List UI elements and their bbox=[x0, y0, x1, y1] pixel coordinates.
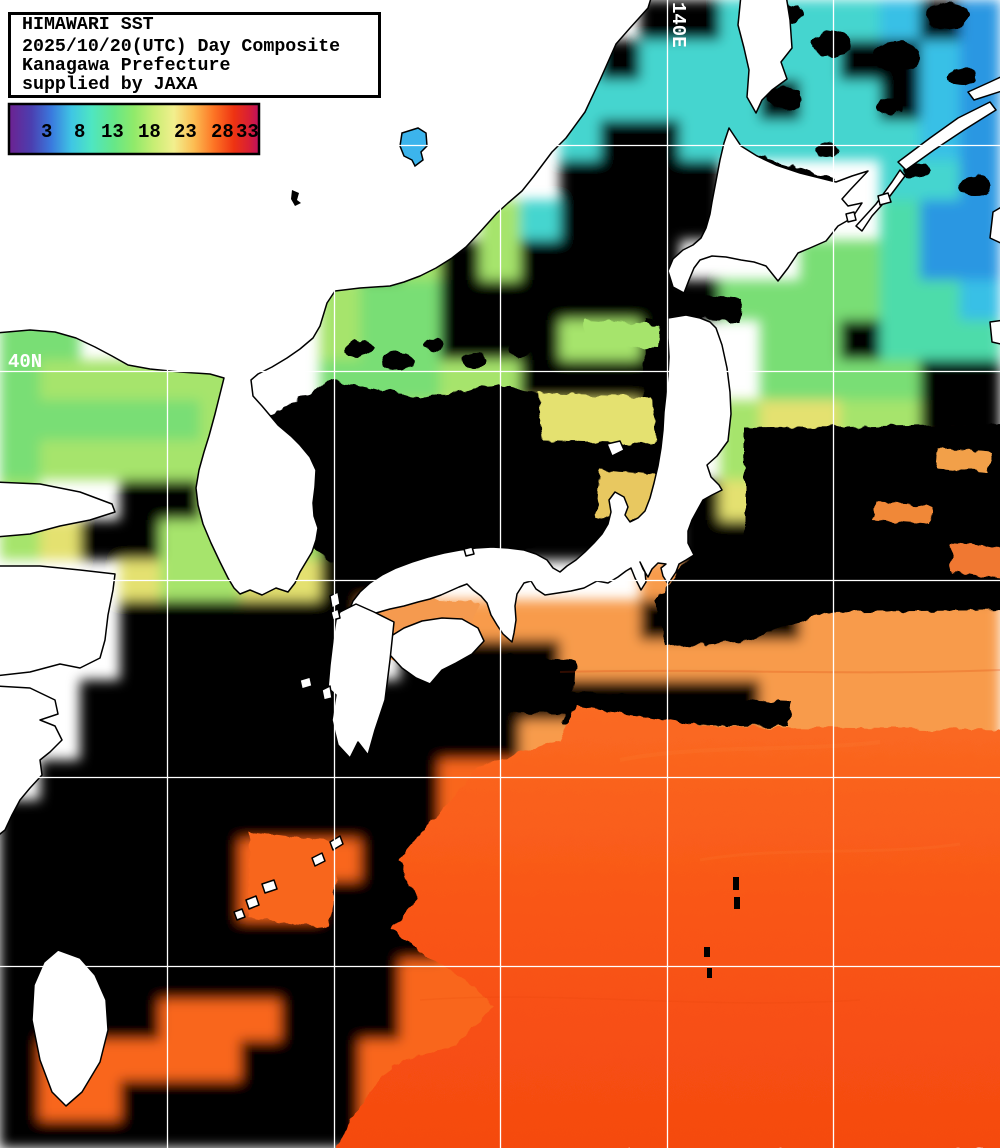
svg-text:Kanagawa Prefecture: Kanagawa Prefecture bbox=[22, 56, 230, 76]
svg-text:40N: 40N bbox=[8, 351, 42, 373]
svg-text:2025/10/20(UTC) Day Composite: 2025/10/20(UTC) Day Composite bbox=[22, 37, 340, 57]
svg-text:33: 33 bbox=[236, 121, 259, 143]
svg-text:140E: 140E bbox=[667, 2, 689, 48]
svg-text:23: 23 bbox=[174, 121, 197, 143]
svg-text:HIMAWARI SST: HIMAWARI SST bbox=[22, 15, 154, 35]
svg-text:28: 28 bbox=[211, 121, 234, 143]
svg-text:18: 18 bbox=[138, 121, 161, 143]
svg-text:supplied by JAXA: supplied by JAXA bbox=[22, 75, 198, 95]
svg-text:3: 3 bbox=[41, 121, 52, 143]
svg-text:13: 13 bbox=[101, 121, 124, 143]
svg-text:8: 8 bbox=[74, 121, 85, 143]
